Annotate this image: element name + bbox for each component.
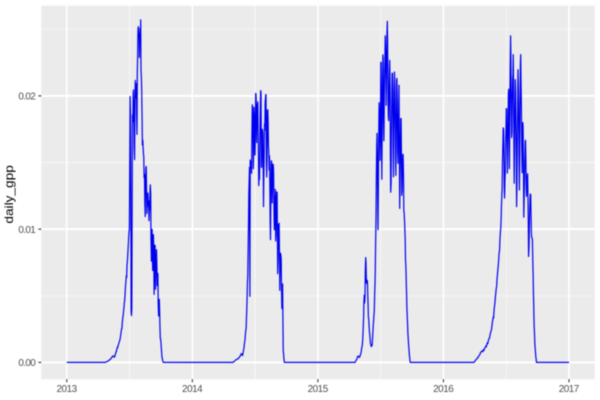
svg-text:daily_gpp: daily_gpp <box>2 165 16 224</box>
svg-text:2015: 2015 <box>308 384 329 395</box>
svg-text:2016: 2016 <box>433 384 454 395</box>
svg-text:2017: 2017 <box>559 384 580 395</box>
svg-text:0.02: 0.02 <box>18 92 35 103</box>
svg-text:2014: 2014 <box>182 384 203 395</box>
svg-text:0.00: 0.00 <box>18 358 36 369</box>
svg-text:2013: 2013 <box>57 384 78 395</box>
svg-text:0.01: 0.01 <box>18 225 36 236</box>
